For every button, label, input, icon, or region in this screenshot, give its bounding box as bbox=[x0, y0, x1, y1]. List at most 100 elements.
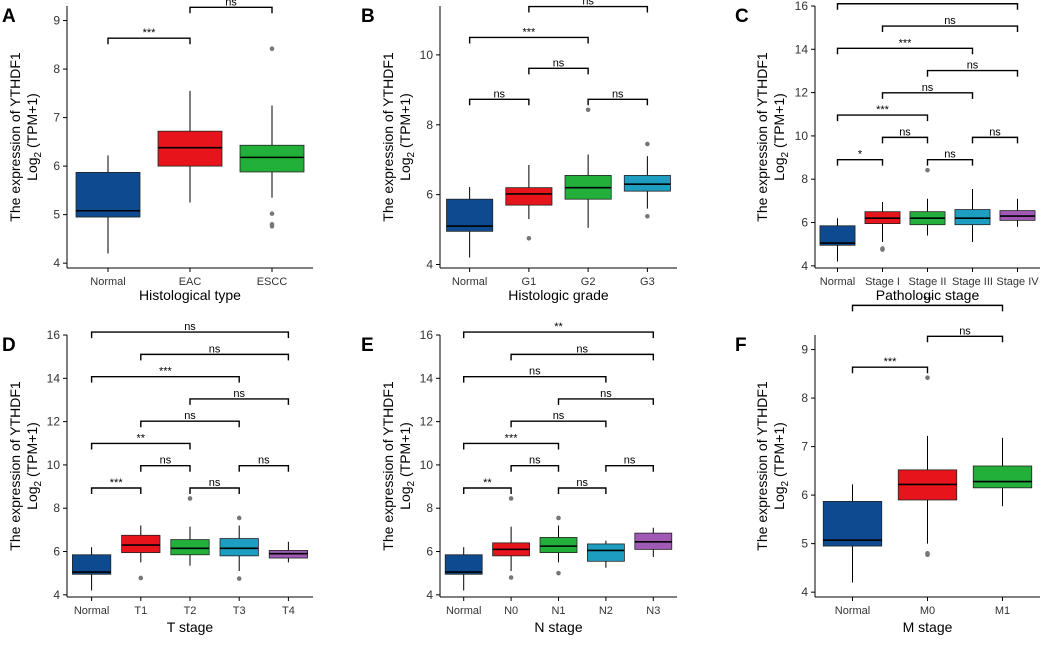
y-tick-label: 6 bbox=[426, 545, 433, 559]
y-label-sub: 2 bbox=[33, 480, 44, 486]
outlier-point bbox=[925, 375, 930, 380]
y-label-log: Log bbox=[771, 157, 787, 180]
significance-label: ns bbox=[209, 343, 221, 355]
bracket-line bbox=[510, 465, 560, 472]
y-label-rest: (TPM+1) bbox=[24, 93, 40, 152]
bracket-line bbox=[851, 366, 929, 374]
box-n3 bbox=[634, 527, 673, 557]
box-n2 bbox=[587, 540, 625, 568]
outlier-point bbox=[925, 167, 930, 173]
outlier-point bbox=[508, 575, 514, 580]
outlier-point bbox=[880, 247, 885, 252]
bracket-line bbox=[463, 375, 607, 383]
box-iqr bbox=[819, 225, 856, 246]
box-normal bbox=[72, 547, 112, 591]
significance-label: ** bbox=[923, 0, 932, 5]
outlier-point bbox=[925, 552, 930, 558]
box-stage-ii bbox=[909, 167, 946, 236]
significance-bracket: ns bbox=[140, 410, 240, 428]
y-tick-label: 12 bbox=[47, 415, 61, 429]
significance-bracket: ns bbox=[881, 82, 974, 99]
y-tick-label: 14 bbox=[795, 42, 809, 56]
significance-bracket: ns bbox=[926, 149, 974, 166]
y-axis-label: The expression of YTHDF1 bbox=[7, 52, 23, 222]
significance-label: * bbox=[858, 149, 863, 161]
significance-label: *** bbox=[876, 104, 890, 116]
significance-label: ns bbox=[576, 477, 588, 489]
outlier-point bbox=[236, 576, 242, 581]
x-axis-label: Histologic grade bbox=[508, 287, 609, 303]
x-tick-label: Normal bbox=[820, 276, 855, 288]
y-tick-label: 16 bbox=[420, 328, 434, 342]
significance-bracket: ns bbox=[189, 477, 240, 494]
outlier-point bbox=[508, 496, 514, 501]
y-tick-label: 14 bbox=[47, 371, 61, 385]
y-label-rest: (TPM+1) bbox=[771, 93, 787, 152]
bracket-line bbox=[528, 67, 589, 75]
significance-bracket: ns bbox=[510, 410, 607, 428]
bracket-line bbox=[107, 37, 191, 45]
box-iqr bbox=[587, 543, 625, 562]
outlier-point bbox=[269, 46, 275, 51]
bracket-line bbox=[528, 5, 649, 13]
bracket-line bbox=[971, 136, 1019, 144]
outlier-point bbox=[585, 107, 591, 113]
box-iqr bbox=[121, 534, 161, 554]
box-iqr bbox=[822, 501, 883, 547]
significance-label: ns bbox=[258, 455, 270, 467]
y-tick-label: 9 bbox=[801, 343, 808, 357]
box-n1 bbox=[539, 515, 578, 576]
panel-letter: B bbox=[361, 6, 375, 27]
significance-bracket: ns bbox=[238, 455, 290, 472]
y-tick-label: 5 bbox=[801, 537, 808, 551]
box-iqr bbox=[623, 175, 671, 192]
significance-bracket: ns bbox=[90, 321, 290, 339]
outlier-point bbox=[236, 515, 242, 521]
significance-bracket: ns bbox=[140, 455, 191, 472]
y-label-rest: (TPM+1) bbox=[24, 422, 40, 481]
significance-label: ns bbox=[612, 88, 624, 100]
significance-label: ns bbox=[225, 0, 237, 8]
bracket-line bbox=[926, 158, 974, 166]
y-tick-label: 16 bbox=[795, 0, 809, 13]
box-iqr bbox=[239, 144, 305, 173]
y-tick-label: 10 bbox=[47, 458, 61, 472]
x-tick-label: T4 bbox=[282, 605, 295, 617]
box-escc bbox=[239, 46, 305, 229]
bracket-line bbox=[836, 3, 1019, 10]
y-tick-label: 10 bbox=[420, 458, 434, 472]
bracket-line bbox=[189, 398, 290, 405]
significance-bracket: ns bbox=[463, 366, 607, 383]
significance-bracket: ns bbox=[587, 88, 649, 106]
significance-bracket: ** bbox=[851, 294, 1004, 312]
significance-bracket: * bbox=[836, 149, 884, 166]
x-tick-label: N0 bbox=[504, 605, 518, 617]
y-tick-label: 8 bbox=[53, 501, 60, 515]
bracket-line bbox=[90, 375, 240, 383]
x-tick-label: T2 bbox=[184, 605, 197, 617]
significance-label: *** bbox=[899, 37, 913, 49]
x-tick-label: G1 bbox=[522, 276, 537, 288]
box-m0 bbox=[897, 375, 958, 558]
bracket-line bbox=[189, 487, 240, 494]
y-axis-label: The expression of YTHDF1 bbox=[754, 52, 770, 222]
bracket-line bbox=[881, 92, 974, 99]
significance-label: ** bbox=[483, 477, 492, 489]
y-tick-label: 4 bbox=[426, 588, 433, 602]
significance-bracket: ns bbox=[468, 88, 530, 106]
significance-label: *** bbox=[143, 27, 157, 39]
bracket-line bbox=[557, 487, 607, 494]
y-label-log: Log bbox=[397, 157, 413, 180]
box-iqr bbox=[219, 538, 259, 557]
significance-label: ** bbox=[137, 432, 146, 444]
outlier-point bbox=[526, 236, 532, 241]
x-tick-label: M0 bbox=[920, 605, 935, 617]
y-tick-label: 8 bbox=[426, 118, 433, 132]
significance-bracket: *** bbox=[107, 27, 191, 45]
y-label-sub: 2 bbox=[33, 151, 44, 157]
y-axis-label-units: Log2 (TPM+1) bbox=[24, 422, 44, 510]
x-axis-label: N stage bbox=[534, 619, 582, 635]
bracket-line bbox=[468, 98, 530, 106]
bracket-line bbox=[140, 420, 240, 428]
